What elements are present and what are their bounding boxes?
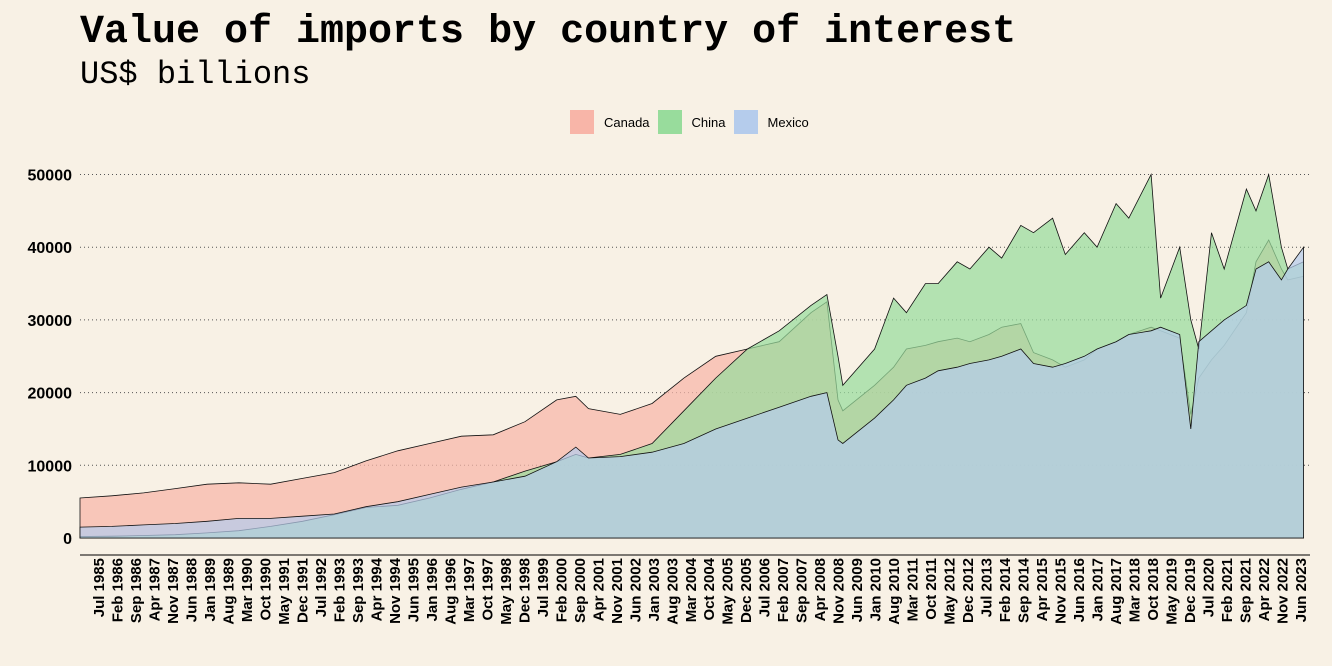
x-tick-label: Jul 2013 bbox=[979, 558, 996, 617]
x-tick-label: Jun 2016 bbox=[1071, 558, 1088, 622]
x-tick-label: Oct 1990 bbox=[257, 558, 274, 621]
x-tick-label: Jul 1999 bbox=[535, 558, 552, 617]
x-tick-label: Jan 2017 bbox=[1090, 558, 1107, 621]
x-tick-label: Oct 1997 bbox=[479, 558, 496, 621]
legend-item-mexico: Mexico bbox=[733, 110, 809, 134]
x-tick-label: Aug 1996 bbox=[442, 558, 459, 625]
x-tick-label: May 2005 bbox=[720, 558, 737, 625]
y-tick-label: 20000 bbox=[28, 386, 73, 403]
y-tick-label: 40000 bbox=[28, 240, 73, 257]
chart-title: Value of imports by country of interest bbox=[80, 10, 1017, 55]
y-tick-label: 30000 bbox=[28, 313, 73, 330]
x-tick-label: May 1991 bbox=[276, 558, 293, 625]
x-tick-label: Jan 2003 bbox=[646, 558, 663, 621]
x-tick-label: Mar 1990 bbox=[239, 558, 256, 622]
legend: Canada China Mexico bbox=[570, 110, 817, 134]
y-axis-labels: 0 10000 20000 30000 40000 50000 bbox=[28, 168, 73, 548]
x-tick-label: Feb 1986 bbox=[110, 558, 127, 622]
x-tick-label: Mar 2011 bbox=[905, 558, 922, 621]
x-tick-label: Jul 2020 bbox=[1201, 558, 1218, 617]
y-tick-label: 50000 bbox=[28, 168, 73, 185]
chart-subtitle: US$ billions bbox=[80, 56, 311, 93]
x-tick-label: Dec 2005 bbox=[738, 558, 755, 623]
x-tick-label: Feb 1993 bbox=[331, 558, 348, 622]
x-tick-label: Aug 2017 bbox=[1108, 558, 1125, 625]
x-tick-label: Sep 2014 bbox=[1016, 557, 1033, 623]
legend-label-canada: Canada bbox=[604, 114, 650, 130]
x-tick-label: Oct 2004 bbox=[701, 557, 718, 620]
legend-swatch-mexico bbox=[733, 110, 758, 134]
x-tick-label: Dec 2019 bbox=[1182, 558, 1199, 623]
area-mexico bbox=[79, 245, 1304, 539]
x-tick-label: Nov 2001 bbox=[609, 558, 626, 624]
legend-swatch-china bbox=[657, 110, 682, 134]
x-tick-label: Sep 2007 bbox=[794, 558, 811, 623]
x-tick-label: Jul 2006 bbox=[757, 558, 774, 617]
y-tick-label: 0 bbox=[63, 531, 72, 548]
x-tick-label: Jun 1995 bbox=[405, 558, 422, 622]
x-tick-label: Jun 1988 bbox=[184, 558, 201, 622]
x-tick-label: May 2012 bbox=[942, 558, 959, 625]
x-tick-label: Feb 2000 bbox=[553, 558, 570, 622]
x-tick-label: Jan 2010 bbox=[868, 558, 885, 621]
series-areas bbox=[79, 172, 1304, 539]
x-tick-label: Apr 2022 bbox=[1256, 558, 1273, 621]
y-tick-label: 10000 bbox=[28, 458, 73, 475]
x-tick-label: Mar 1997 bbox=[461, 558, 478, 622]
legend-item-china: China bbox=[657, 110, 726, 134]
x-tick-label: Mar 2004 bbox=[683, 557, 700, 622]
x-tick-label: Nov 2008 bbox=[831, 558, 848, 624]
x-tick-label: Oct 2011 bbox=[923, 558, 940, 620]
x-tick-label: Dec 1991 bbox=[294, 558, 311, 623]
legend-label-china: China bbox=[691, 114, 726, 130]
x-tick-label: Apr 2008 bbox=[812, 558, 829, 621]
x-tick-label: Apr 2001 bbox=[590, 558, 607, 621]
x-tick-label: Jun 2002 bbox=[627, 558, 644, 622]
x-tick-label: Sep 1986 bbox=[128, 558, 145, 623]
x-tick-label: Mar 2018 bbox=[1127, 558, 1144, 622]
x-tick-label: Aug 2010 bbox=[886, 558, 903, 625]
x-tick-label: Nov 1987 bbox=[165, 558, 182, 624]
legend-label-mexico: Mexico bbox=[767, 114, 809, 130]
x-tick-label: Jan 1989 bbox=[202, 558, 219, 621]
x-tick-label: Jul 1985 bbox=[91, 558, 108, 617]
x-tick-label: Aug 1989 bbox=[220, 558, 237, 625]
x-axis-labels: Jul 1985 Feb 1986 Sep 1986 Apr 1987 Nov 1987… bbox=[91, 557, 1310, 624]
x-tick-label: Sep 1993 bbox=[350, 558, 367, 623]
x-tick-label: Jul 1992 bbox=[313, 558, 330, 617]
x-tick-label: Jun 2009 bbox=[849, 558, 866, 622]
x-tick-label: Jun 2023 bbox=[1293, 558, 1310, 622]
x-tick-label: Aug 2003 bbox=[664, 558, 681, 625]
x-tick-label: Nov 2015 bbox=[1053, 558, 1070, 624]
x-tick-label: Dec 2012 bbox=[960, 558, 977, 623]
x-tick-label: May 2019 bbox=[1164, 558, 1181, 625]
x-tick-label: Apr 1994 bbox=[368, 557, 385, 621]
x-tick-label: Nov 2022 bbox=[1275, 558, 1292, 624]
x-tick-label: Apr 2015 bbox=[1034, 558, 1051, 621]
x-tick-label: Feb 2014 bbox=[997, 557, 1014, 622]
x-tick-label: Sep 2000 bbox=[572, 558, 589, 623]
x-tick-label: May 1998 bbox=[498, 558, 515, 625]
x-tick-label: Oct 2018 bbox=[1145, 558, 1162, 621]
x-tick-label: Feb 2021 bbox=[1219, 558, 1236, 622]
x-tick-label: Feb 2007 bbox=[775, 558, 792, 622]
legend-item-canada: Canada bbox=[570, 110, 650, 134]
x-tick-label: Jan 1996 bbox=[424, 558, 441, 621]
legend-swatch-canada bbox=[570, 110, 594, 134]
x-tick-label: Dec 1998 bbox=[516, 558, 533, 623]
x-tick-label: Sep 2021 bbox=[1238, 558, 1255, 623]
x-tick-label: Apr 1987 bbox=[147, 558, 164, 621]
x-tick-label: Nov 1994 bbox=[387, 557, 404, 624]
